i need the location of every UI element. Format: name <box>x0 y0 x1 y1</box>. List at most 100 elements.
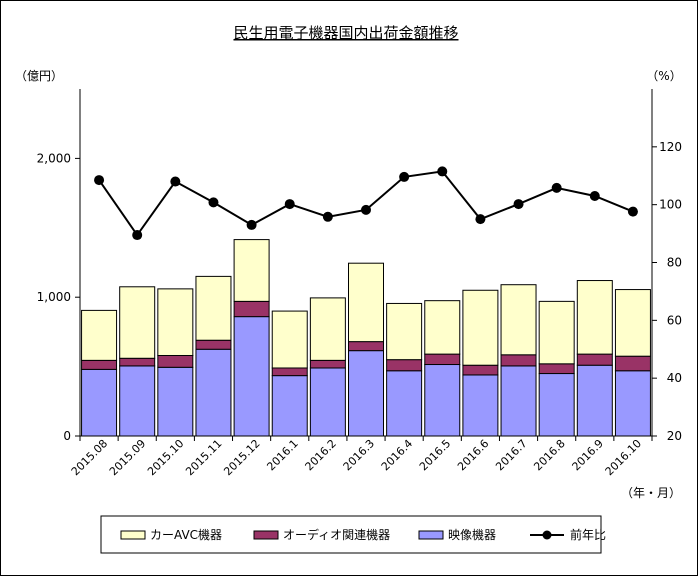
x-tick-label: 2016.1 <box>264 437 300 473</box>
x-tick-label: 2015.08 <box>69 437 110 478</box>
x-tick-label: 2016.4 <box>379 437 415 473</box>
line-point <box>589 190 600 201</box>
bar-segment <box>81 359 118 370</box>
x-tick-label: 2015.10 <box>145 437 186 478</box>
bar-segment <box>500 284 537 356</box>
y-right-tick-label: 80 <box>667 256 682 270</box>
y-right-tick-label: 60 <box>667 313 682 327</box>
bar-segment <box>309 297 346 361</box>
bar-segment <box>119 286 156 359</box>
bar-segment <box>500 354 537 367</box>
bar-segment <box>500 365 537 437</box>
bar-segment <box>614 289 651 357</box>
x-tick-label: 2015.09 <box>107 437 148 478</box>
y-right-tick-label: 40 <box>667 371 682 385</box>
legend: カーAVC機器 オーディオ関連機器 映像機器 前年比 <box>100 515 606 554</box>
y-left-tick-label: 1,000 <box>37 290 71 304</box>
bar-segment <box>576 353 613 366</box>
y-right-tick-label: 100 <box>659 198 682 212</box>
bar-segment <box>462 374 499 437</box>
line-point <box>437 166 448 177</box>
bar-segment <box>157 366 194 437</box>
bar-segment <box>386 359 423 372</box>
x-tick-label: 2016.10 <box>603 437 644 478</box>
bar-segment <box>424 364 461 437</box>
bar-segment <box>576 280 613 355</box>
legend-label: 映像機器 <box>448 527 496 542</box>
bar-segment <box>309 359 346 369</box>
legend-box <box>100 515 602 554</box>
y-right-tick-label: 20 <box>667 429 682 443</box>
x-tick-label: 2016.3 <box>341 437 377 473</box>
bar-segment <box>195 348 232 437</box>
bar-segment <box>233 316 270 437</box>
bar-segment <box>157 288 194 356</box>
bar-segment <box>157 354 194 368</box>
line-point <box>246 219 257 230</box>
legend-swatch <box>418 530 444 540</box>
x-tick-label: 2016.8 <box>531 437 567 473</box>
line-point <box>170 176 181 187</box>
legend-marker <box>542 530 552 540</box>
x-tick-label: 2015.12 <box>221 437 262 478</box>
bar-segment <box>195 339 232 350</box>
legend-swatch <box>120 530 146 540</box>
y-right-tick-label: 120 <box>659 140 682 154</box>
bar-segment <box>348 341 384 352</box>
line-point <box>627 206 638 217</box>
legend-label: 前年比 <box>570 527 606 542</box>
line-point <box>361 204 371 215</box>
x-tick-label: 2016.6 <box>455 437 491 473</box>
bar-segment <box>271 375 308 437</box>
x-tick-label: 2015.11 <box>183 437 224 478</box>
bar-segment <box>538 373 575 437</box>
bar-segment <box>119 365 156 437</box>
bar-segment <box>576 364 613 437</box>
bar-segment <box>424 353 461 366</box>
bar-segment <box>462 364 499 376</box>
x-tick-label: 2016.7 <box>493 437 529 473</box>
line-point <box>132 230 143 241</box>
bar-segment <box>462 289 499 366</box>
bar-segment <box>614 370 651 437</box>
x-tick-label: 2016.5 <box>417 437 453 473</box>
legend-swatch <box>253 530 279 540</box>
line-point <box>208 197 219 208</box>
line-point <box>284 199 295 210</box>
x-tick-label: 2016.2 <box>303 437 339 473</box>
x-unit-label: （年・月） <box>621 486 681 500</box>
bar-segment <box>195 275 232 341</box>
bar-segment <box>81 309 118 361</box>
x-tick-label: 2016.9 <box>570 437 606 473</box>
line-point <box>513 199 524 210</box>
bar-segment <box>309 367 346 437</box>
plot-area: 01,0002,000204060801001202015.082015.092… <box>37 89 682 478</box>
legend-label: カーAVC機器 <box>150 527 222 542</box>
y-left-tick-label: 0 <box>63 429 71 443</box>
bar-segment <box>424 300 461 355</box>
bar-segment <box>614 355 651 372</box>
chart-title: 民生用電子機器国内出荷金額推移 <box>233 24 458 42</box>
y-right-unit-label: （%） <box>646 69 681 83</box>
bar-segment <box>271 310 308 369</box>
bar-segment <box>348 350 384 437</box>
bar-segment <box>271 367 308 377</box>
bar-segment <box>538 363 575 375</box>
line-point <box>322 211 333 222</box>
y-left-tick-label: 2,000 <box>37 151 71 165</box>
bar-segment <box>233 300 270 318</box>
bar-segment <box>386 370 423 437</box>
bar-segment <box>233 239 270 302</box>
bar-segment <box>348 262 384 343</box>
line-point <box>551 182 562 193</box>
line-point <box>94 175 105 186</box>
bar-segment <box>119 357 156 367</box>
line-point <box>475 214 486 225</box>
bar-segment <box>81 368 118 437</box>
bar-segment <box>538 300 575 365</box>
legend-label: オーディオ関連機器 <box>283 527 390 542</box>
bar-segment <box>386 302 423 361</box>
line-point <box>399 171 410 182</box>
